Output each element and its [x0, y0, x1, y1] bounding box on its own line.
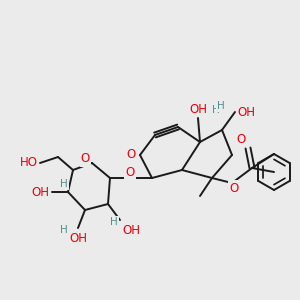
- Text: OH: OH: [237, 106, 255, 118]
- Text: OH: OH: [122, 224, 140, 237]
- Text: H: H: [212, 105, 220, 115]
- Text: O: O: [125, 166, 135, 178]
- Text: H: H: [60, 179, 68, 189]
- Text: OH: OH: [69, 232, 87, 245]
- Text: O: O: [230, 182, 238, 194]
- Text: OH: OH: [189, 103, 207, 116]
- Text: H: H: [217, 101, 225, 111]
- Text: H: H: [60, 225, 68, 235]
- Text: HO: HO: [20, 157, 38, 169]
- Text: O: O: [127, 148, 136, 161]
- Text: O: O: [81, 152, 90, 166]
- Text: O: O: [237, 133, 246, 146]
- Text: H: H: [110, 217, 118, 227]
- Text: OH: OH: [31, 185, 49, 199]
